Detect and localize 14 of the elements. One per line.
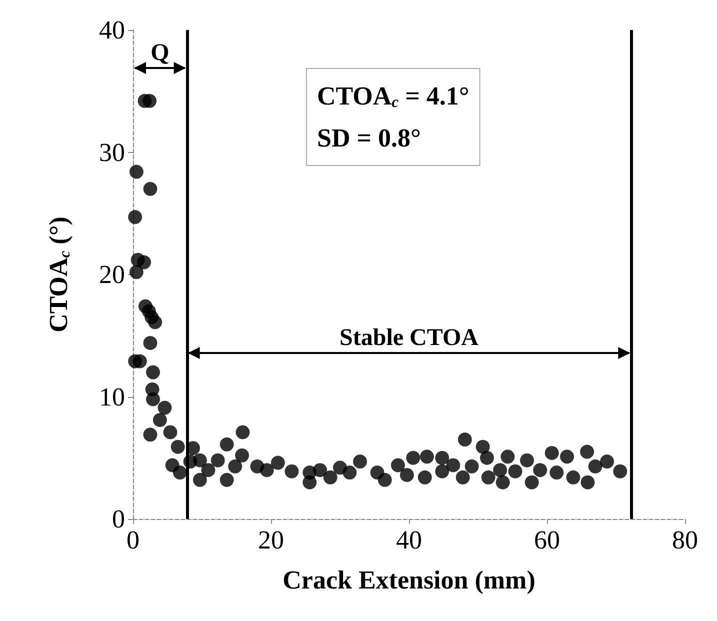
y-tick-label: 10	[99, 382, 125, 412]
x-tick-label: 20	[258, 526, 284, 554]
annotation: Stable CTOA	[340, 325, 480, 351]
annotation: SD = 0.8°	[317, 124, 421, 152]
x-tick-label: 80	[672, 526, 698, 554]
y-axis-title: CTOAc (°)	[44, 216, 74, 332]
y-tick-label: 30	[99, 138, 125, 167]
y-tick-label: 40	[99, 16, 125, 44]
y-tick-label: 20	[99, 260, 125, 289]
y-tick-label: 0	[112, 504, 125, 534]
x-tick-label: 60	[534, 526, 560, 554]
annotation: Q	[150, 40, 170, 66]
x-axis-title: Crack Extension (mm)	[282, 566, 536, 594]
x-tick-label: 40	[396, 526, 422, 554]
